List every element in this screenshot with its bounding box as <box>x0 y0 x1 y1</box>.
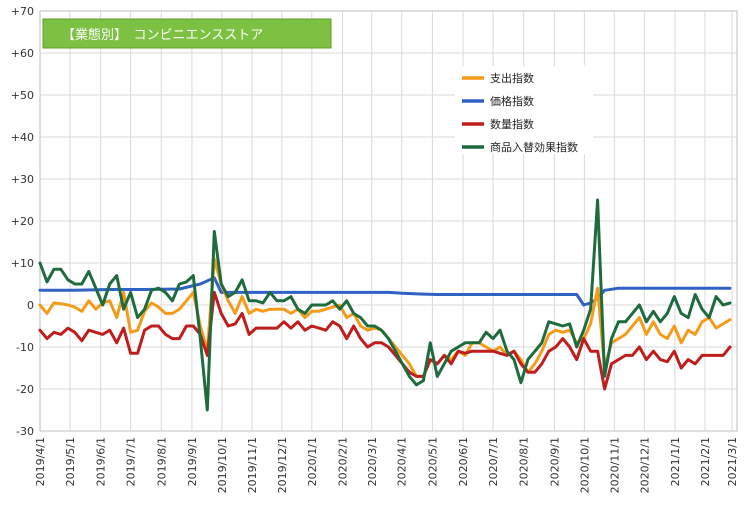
x-tick-label: 2019/4/1 <box>34 437 47 486</box>
chart-title-box: 【業態別】 コンビニエンスストア <box>42 18 332 49</box>
y-tick-label: -20 <box>16 383 34 396</box>
series-line-3 <box>38 198 732 412</box>
series-lines <box>38 198 732 412</box>
y-tick-label: 0 <box>27 299 34 312</box>
y-tick-label: +20 <box>11 215 34 228</box>
x-tick-label: 2021/3/1 <box>726 437 739 486</box>
y-axis-tick-labels: +70 +60 +50 +40 +30 +20 +10 0 -10 -20 -30 <box>11 5 34 438</box>
x-tick-label: 2019/12/1 <box>276 437 289 493</box>
series-line-1 <box>38 276 732 307</box>
series-line-2 <box>38 290 732 391</box>
x-tick-label: 2020/4/1 <box>396 437 409 486</box>
x-tick-label: 2021/2/1 <box>699 437 712 486</box>
x-tick-label: 2019/5/1 <box>64 437 77 486</box>
x-tick-label: 2020/10/1 <box>578 437 591 493</box>
y-tick-label: +10 <box>11 257 34 270</box>
chart-title: 【業態別】 コンビニエンスストア <box>62 27 263 43</box>
y-tick-label: +30 <box>11 173 34 186</box>
y-tick-label: +50 <box>11 89 34 102</box>
legend-label: 数量指数 <box>490 117 534 131</box>
x-tick-label: 2019/9/1 <box>186 437 199 486</box>
y-tick-label: +60 <box>11 47 34 60</box>
plot-area-border <box>39 10 738 432</box>
legend-label: 支出指数 <box>490 71 534 85</box>
x-tick-label: 2019/11/1 <box>246 437 259 493</box>
x-tick-label: 2019/6/1 <box>95 437 108 486</box>
legend-label: 商品入替効果指数 <box>490 140 578 154</box>
series-line-0 <box>38 257 732 378</box>
x-tick-label: 2021/1/1 <box>669 437 682 486</box>
x-tick-label: 2020/1/1 <box>306 437 319 486</box>
x-tick-label: 2019/7/1 <box>125 437 138 486</box>
x-tick-label: 2019/10/1 <box>216 437 229 493</box>
x-tick-label: 2020/6/1 <box>457 437 470 486</box>
x-tick-label: 2020/12/1 <box>638 437 651 493</box>
x-tick-label: 2020/11/1 <box>608 437 621 493</box>
x-tick-label: 2020/5/1 <box>426 437 439 486</box>
x-tick-label: 2020/2/1 <box>336 437 349 486</box>
x-tick-label: 2019/8/1 <box>155 437 168 486</box>
y-tick-label: -30 <box>16 425 34 438</box>
x-tick-label: 2020/3/1 <box>366 437 379 486</box>
x-tick-label: 2020/9/1 <box>548 437 561 486</box>
y-tick-label: +70 <box>11 5 34 18</box>
x-axis-tick-labels: 2019/4/1 2019/5/1 2019/6/1 2019/7/1 2019/8/1… <box>34 437 739 493</box>
x-tick-label: 2020/8/1 <box>518 437 531 486</box>
legend-label: 価格指数 <box>490 94 534 108</box>
y-tick-label: +40 <box>11 131 34 144</box>
legend-background <box>455 66 593 154</box>
y-tick-label: -10 <box>16 341 34 354</box>
x-tick-label: 2020/7/1 <box>487 437 500 486</box>
gridlines <box>39 10 738 432</box>
